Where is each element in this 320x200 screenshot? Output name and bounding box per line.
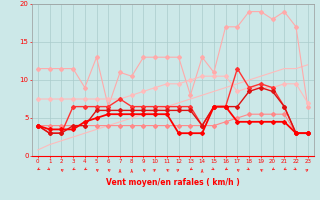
X-axis label: Vent moyen/en rafales ( km/h ): Vent moyen/en rafales ( km/h ) (106, 178, 240, 187)
